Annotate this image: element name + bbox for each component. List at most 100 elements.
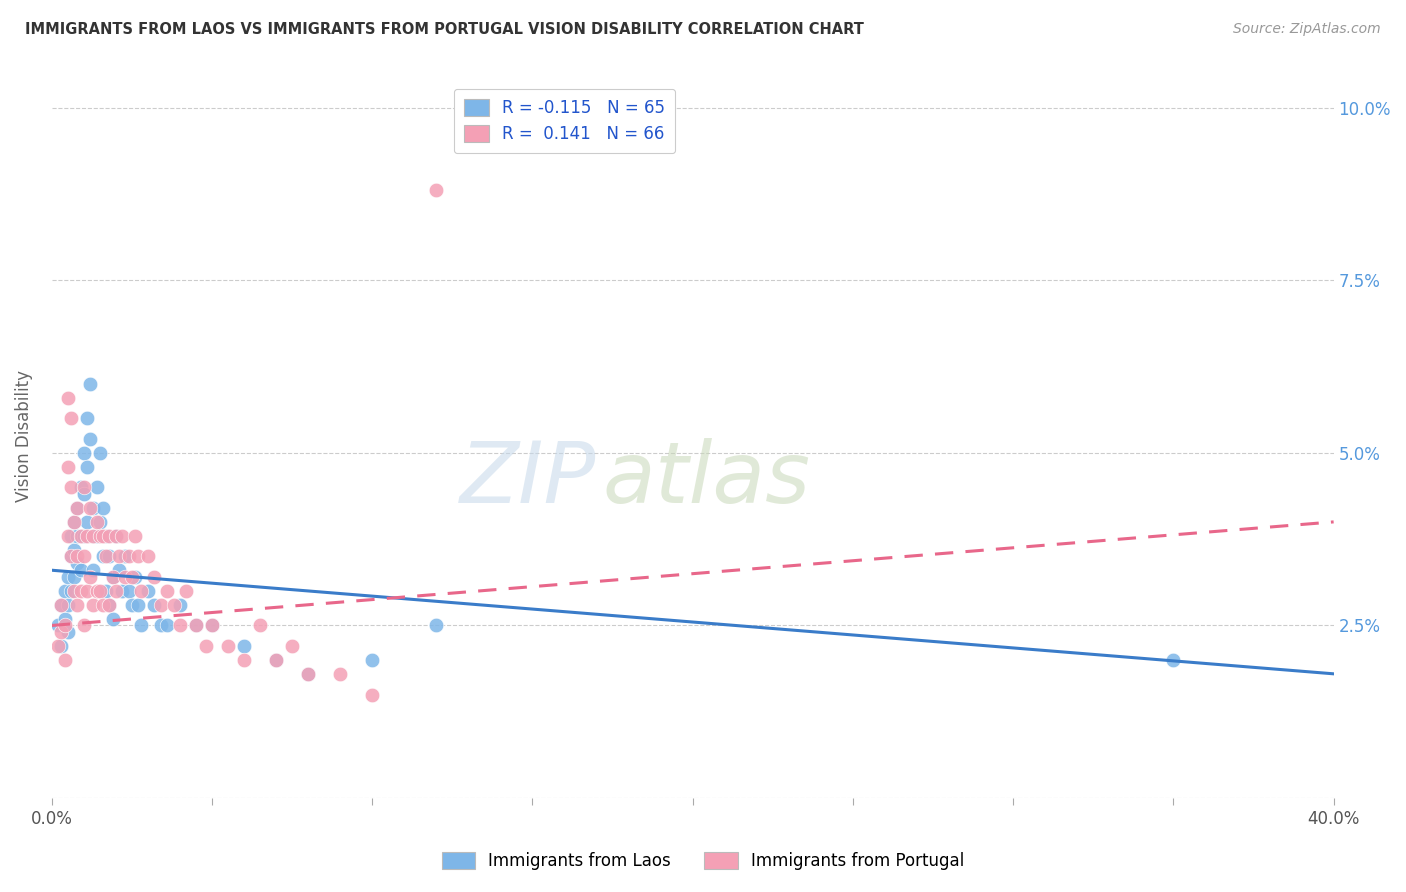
Point — [63, 515, 86, 529]
Point — [121, 570, 143, 584]
Point — [143, 570, 166, 584]
Point — [46, 639, 69, 653]
Point — [76, 459, 98, 474]
Point — [217, 639, 239, 653]
Point — [63, 542, 86, 557]
Point — [264, 653, 287, 667]
Legend: Immigrants from Laos, Immigrants from Portugal: Immigrants from Laos, Immigrants from Po… — [434, 845, 972, 877]
Point — [104, 529, 127, 543]
Point — [76, 515, 98, 529]
Point — [91, 598, 114, 612]
Point — [184, 618, 207, 632]
Point — [86, 515, 108, 529]
Point — [121, 598, 143, 612]
Point — [194, 639, 217, 653]
Point — [108, 549, 131, 564]
Text: Source: ZipAtlas.com: Source: ZipAtlas.com — [1233, 22, 1381, 37]
Point — [127, 598, 149, 612]
Point — [329, 666, 352, 681]
Point — [131, 583, 153, 598]
Point — [201, 618, 224, 632]
Point — [89, 529, 111, 543]
Point — [56, 459, 79, 474]
Point — [156, 583, 179, 598]
Point — [73, 618, 96, 632]
Legend: R = -0.115   N = 65, R =  0.141   N = 66: R = -0.115 N = 65, R = 0.141 N = 66 — [454, 88, 675, 153]
Point — [101, 611, 124, 625]
Point — [149, 618, 172, 632]
Point — [124, 529, 146, 543]
Point — [59, 583, 82, 598]
Point — [361, 688, 384, 702]
Point — [79, 432, 101, 446]
Point — [73, 529, 96, 543]
Point — [53, 611, 76, 625]
Point — [89, 583, 111, 598]
Point — [59, 549, 82, 564]
Point — [56, 598, 79, 612]
Point — [98, 549, 121, 564]
Point — [96, 549, 118, 564]
Point — [51, 598, 73, 612]
Point — [98, 598, 121, 612]
Point — [111, 529, 134, 543]
Point — [114, 549, 136, 564]
Point — [101, 570, 124, 584]
Point — [124, 570, 146, 584]
Point — [69, 583, 91, 598]
Point — [82, 563, 104, 577]
Point — [297, 666, 319, 681]
Point — [53, 653, 76, 667]
Point — [76, 411, 98, 425]
Point — [51, 625, 73, 640]
Point — [59, 480, 82, 494]
Point — [53, 618, 76, 632]
Point — [425, 618, 447, 632]
Point — [89, 446, 111, 460]
Point — [73, 480, 96, 494]
Point — [66, 501, 89, 516]
Point — [86, 529, 108, 543]
Point — [56, 529, 79, 543]
Point — [131, 618, 153, 632]
Point — [59, 549, 82, 564]
Point — [425, 183, 447, 197]
Point — [79, 570, 101, 584]
Point — [63, 570, 86, 584]
Point — [91, 549, 114, 564]
Point — [69, 529, 91, 543]
Point — [136, 549, 159, 564]
Point — [149, 598, 172, 612]
Point — [79, 501, 101, 516]
Point — [176, 583, 198, 598]
Point — [51, 598, 73, 612]
Point — [63, 583, 86, 598]
Point — [96, 583, 118, 598]
Point — [118, 549, 141, 564]
Point — [169, 598, 191, 612]
Point — [249, 618, 271, 632]
Point — [69, 529, 91, 543]
Point — [91, 501, 114, 516]
Point — [56, 391, 79, 405]
Point — [73, 446, 96, 460]
Point — [169, 618, 191, 632]
Text: atlas: atlas — [603, 438, 811, 521]
Point — [59, 411, 82, 425]
Point — [66, 529, 89, 543]
Point — [127, 549, 149, 564]
Point — [63, 515, 86, 529]
Point — [66, 598, 89, 612]
Point — [82, 529, 104, 543]
Point — [156, 618, 179, 632]
Point — [114, 570, 136, 584]
Text: IMMIGRANTS FROM LAOS VS IMMIGRANTS FROM PORTUGAL VISION DISABILITY CORRELATION C: IMMIGRANTS FROM LAOS VS IMMIGRANTS FROM … — [25, 22, 865, 37]
Point — [361, 653, 384, 667]
Point — [56, 570, 79, 584]
Point — [69, 563, 91, 577]
Point — [281, 639, 304, 653]
Point — [184, 618, 207, 632]
Point — [86, 583, 108, 598]
Point — [46, 618, 69, 632]
Point — [91, 529, 114, 543]
